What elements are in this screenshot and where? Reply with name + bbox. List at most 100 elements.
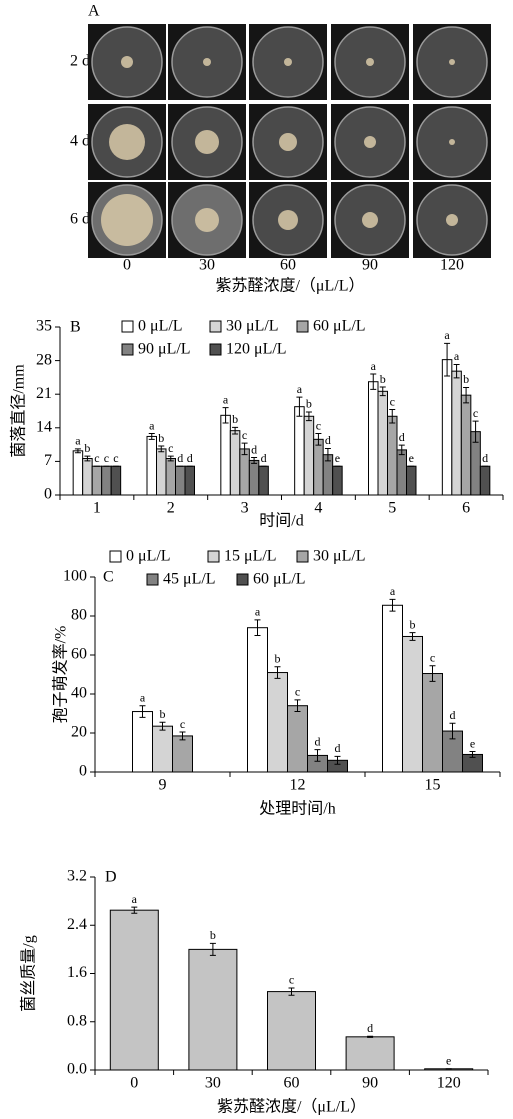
y-tick-label: 40 <box>71 685 87 702</box>
error-bar <box>314 749 321 762</box>
significance-label: a <box>140 690 146 704</box>
x-tick-label: 120 <box>437 1075 461 1092</box>
panel-label: C <box>103 569 114 586</box>
bar <box>441 359 453 496</box>
x-tick-label: 30 <box>205 1075 221 1092</box>
legend-swatch <box>109 550 122 563</box>
colony <box>279 133 297 151</box>
bar <box>267 672 288 773</box>
bar <box>313 438 324 496</box>
y-tick-label: 14 <box>36 418 52 435</box>
x-axis-title: 紫苏醛浓度/（μL/L） <box>215 277 364 295</box>
error-bar <box>241 442 248 456</box>
row-label: 4 d <box>70 133 90 150</box>
bar <box>396 449 407 496</box>
significance-label: e <box>446 1054 451 1068</box>
bar <box>387 415 398 496</box>
significance-label: a <box>255 605 261 619</box>
bar <box>175 465 186 496</box>
bar <box>239 448 250 496</box>
significance-label: c <box>295 685 300 699</box>
significance-label: b <box>410 617 416 631</box>
colony <box>362 212 378 228</box>
colony <box>364 136 376 148</box>
colony <box>109 124 145 160</box>
significance-label: a <box>444 328 450 342</box>
panel-label: B <box>70 319 81 336</box>
legend-swatch <box>121 343 134 356</box>
bar <box>258 465 269 496</box>
bar <box>72 450 84 496</box>
x-tick-label: 60 <box>280 257 296 274</box>
significance-label: c <box>242 428 247 442</box>
significance-label: a <box>454 349 460 363</box>
error-bar <box>131 906 138 914</box>
x-tick-label: 0 <box>130 1075 138 1092</box>
legend-label: 90 μL/L <box>138 341 191 358</box>
error-bar <box>379 386 386 397</box>
bar <box>247 627 268 773</box>
y-tick-label: 35 <box>36 318 52 335</box>
legend-swatch <box>209 320 222 333</box>
significance-label: b <box>380 372 386 386</box>
x-tick-label: 90 <box>362 1075 378 1092</box>
colony <box>195 130 219 154</box>
error-bar <box>179 731 186 741</box>
bar <box>172 735 193 773</box>
bar <box>267 991 316 1071</box>
significance-label: c <box>390 394 395 408</box>
bar <box>188 948 238 1071</box>
error-bar <box>334 755 341 765</box>
x-tick-label: 30 <box>199 257 215 274</box>
x-tick-label: 3 <box>241 500 249 517</box>
y-axis-title: 菌落直径/mm <box>10 364 28 458</box>
bar <box>460 394 472 496</box>
significance-label: b <box>232 412 238 426</box>
y-axis-title: 孢子萌发率/% <box>52 626 70 724</box>
error-bar <box>254 619 261 636</box>
bar <box>146 435 157 496</box>
significance-label: d <box>325 433 331 447</box>
legend-label: 45 μL/L <box>163 571 216 588</box>
bar <box>110 465 122 496</box>
error-bar <box>463 386 470 404</box>
legend-swatch <box>296 320 309 333</box>
error-bar <box>315 433 322 446</box>
x-tick-label: 120 <box>440 257 464 274</box>
bar <box>152 725 173 773</box>
significance-label: d <box>399 430 405 444</box>
legend-label: 0 μL/L <box>138 318 183 335</box>
y-tick-label: 1.6 <box>67 964 87 981</box>
bar <box>229 430 241 496</box>
significance-label: b <box>463 372 469 386</box>
bar <box>332 465 343 496</box>
row-label: 2 d <box>70 53 90 70</box>
significance-label: d <box>335 741 341 755</box>
x-tick-label: 6 <box>462 500 470 517</box>
bar <box>422 673 443 773</box>
significance-label: e <box>409 451 414 465</box>
significance-label: a <box>390 584 396 598</box>
colony <box>101 194 153 246</box>
y-tick-label: 3.2 <box>67 868 87 885</box>
y-tick-label: 21 <box>36 385 52 402</box>
error-bar <box>389 598 396 612</box>
error-bar <box>209 942 216 956</box>
error-bar <box>222 407 229 424</box>
y-tick-label: 0.8 <box>67 1012 87 1029</box>
significance-label: d <box>367 1021 373 1035</box>
significance-label: b <box>275 651 281 665</box>
bar <box>220 414 231 496</box>
significance-label: a <box>297 382 303 396</box>
error-bar <box>251 457 258 464</box>
significance-label: c <box>113 451 118 465</box>
x-tick-label: 90 <box>362 257 378 274</box>
y-tick-label: 100 <box>63 568 87 585</box>
significance-label: a <box>223 392 229 406</box>
error-bar <box>429 665 436 682</box>
colony <box>284 58 292 66</box>
error-bar <box>159 721 166 731</box>
bar <box>402 635 423 773</box>
y-tick-label: 0 <box>79 763 87 780</box>
